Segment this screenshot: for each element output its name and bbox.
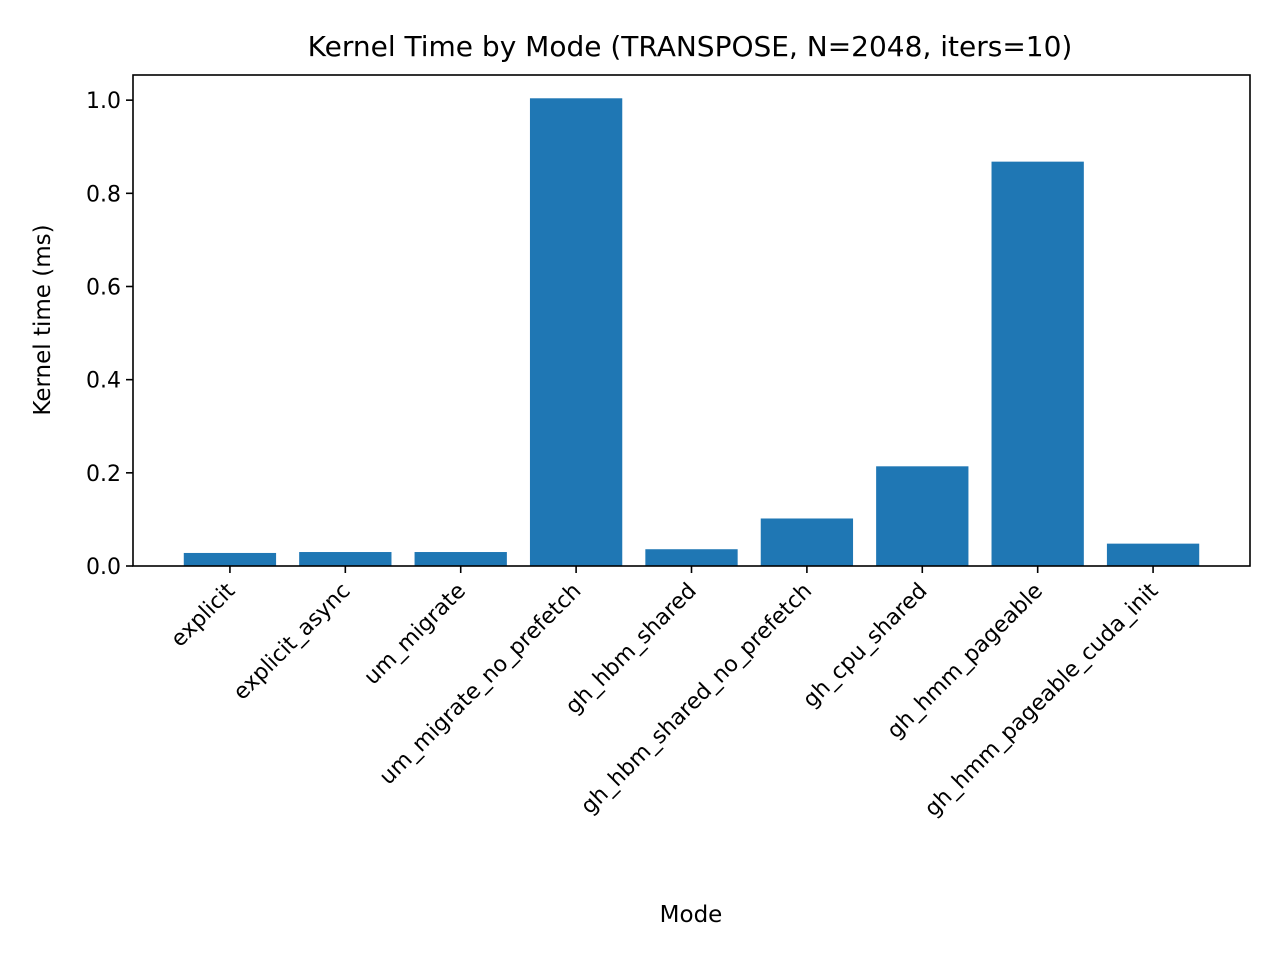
bar-explicit xyxy=(183,552,277,566)
y-tick-label: 0.8 xyxy=(86,182,121,207)
x-axis-label: Mode xyxy=(660,902,723,928)
bar-gh_hbm_shared xyxy=(645,549,738,566)
chart-title: Kernel Time by Mode (TRANSPOSE, N=2048, … xyxy=(308,30,1073,63)
y-axis-label: Kernel time (ms) xyxy=(30,224,56,415)
y-tick-label: 0.6 xyxy=(86,275,121,300)
y-tick-label: 1.0 xyxy=(86,89,121,114)
y-axis-ticks: 0.0 0.2 0.4 0.6 0.8 1.0 xyxy=(86,89,133,580)
bar-explicit_async xyxy=(299,552,392,566)
bars-group xyxy=(183,98,1200,566)
y-tick-label: 0.2 xyxy=(86,462,121,487)
bar-gh_hbm_shared_no_prefetch xyxy=(760,518,854,566)
bar-gh_hmm_pageable xyxy=(991,161,1084,566)
y-tick-label: 0.4 xyxy=(86,369,121,394)
plot-frame xyxy=(132,74,1251,567)
bar-um_migrate_no_prefetch xyxy=(529,98,623,566)
bar-um_migrate xyxy=(414,552,507,566)
y-tick-label: 0.0 xyxy=(86,555,121,580)
bar-gh_hmm_pageable_cuda_init xyxy=(1106,543,1200,566)
bar-gh_cpu_shared xyxy=(876,466,969,566)
